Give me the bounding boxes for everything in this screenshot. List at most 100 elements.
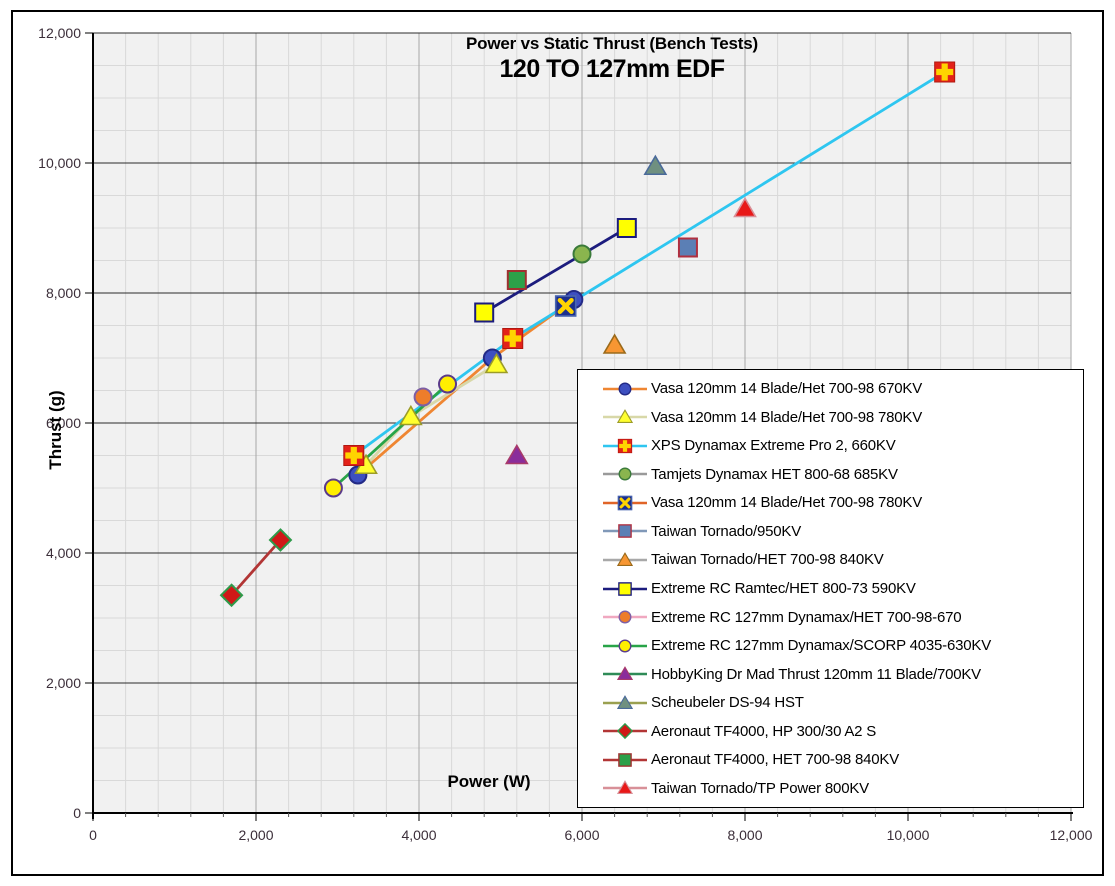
legend-item: Aeronaut TF4000, HET 700-98 840KV	[602, 747, 1083, 773]
series-marker	[572, 244, 592, 264]
legend-label: Aeronaut TF4000, HET 700-98 840KV	[651, 751, 900, 769]
y-tick-label: 4,000	[46, 545, 81, 561]
legend-label: Aeronaut TF4000, HP 300/30 A2 S	[651, 722, 877, 740]
legend-marker	[603, 666, 647, 681]
legend-item: Vasa 120mm 14 Blade/Het 700-98 780KV	[602, 404, 1083, 430]
legend-marker	[603, 753, 647, 767]
series-marker	[616, 552, 634, 566]
series-line	[482, 226, 629, 314]
legend-item: Taiwan Tornado/HET 700-98 840KV	[602, 547, 1083, 573]
x-tick-label: 4,000	[401, 827, 436, 843]
series-marker	[554, 295, 577, 317]
series-marker	[343, 445, 365, 466]
legend-item: Tamjets Dynamax HET 800-68 685KV	[602, 461, 1083, 487]
legend-label: Taiwan Tornado/950KV	[651, 522, 801, 540]
series-marker	[934, 61, 956, 83]
series-marker	[616, 409, 634, 424]
legend-marker	[603, 495, 647, 511]
legend-marker	[603, 723, 647, 740]
series-marker	[602, 333, 627, 354]
legend-marker	[603, 409, 647, 424]
series-marker	[618, 467, 632, 481]
legend-label: HobbyKing Dr Mad Thrust 120mm 11 Blade/7…	[651, 665, 981, 683]
legend-label: Taiwan Tornado/HET 700-98 840KV	[651, 551, 884, 569]
series-marker	[438, 374, 458, 394]
legend-label: Extreme RC Ramtec/HET 800-73 590KV	[651, 580, 916, 597]
legend-marker	[603, 610, 647, 624]
series-marker	[506, 270, 527, 290]
legend-label: Vasa 120mm 14 Blade/Het 700-98 780KV	[651, 408, 923, 426]
legend-item: Extreme RC 127mm Dynamax/SCORP 4035-630K…	[602, 633, 1083, 659]
series-marker	[618, 753, 632, 767]
y-tick-label: 0	[73, 805, 81, 821]
legend-item: Extreme RC Ramtec/HET 800-73 590KV	[602, 576, 1083, 602]
chart-title: Power vs Static Thrust (Bench Tests) 120…	[466, 34, 758, 84]
legend-item: Taiwan Tornado/950KV	[602, 518, 1083, 544]
series-marker	[398, 404, 423, 426]
chart-title-line1: Power vs Static Thrust (Bench Tests)	[466, 34, 758, 53]
legend-marker	[603, 694, 647, 709]
legend-item: Aeronaut TF4000, HP 300/30 A2 S	[602, 718, 1083, 744]
series-marker	[733, 196, 757, 218]
series-marker	[268, 528, 293, 552]
legend-marker	[603, 524, 647, 539]
y-tick-label: 12,000	[38, 25, 81, 41]
series-marker	[618, 524, 632, 539]
legend-label: Vasa 120mm 14 Blade/Het 700-98 670KV	[651, 380, 923, 398]
legend-marker	[603, 467, 647, 481]
y-tick-label: 2,000	[46, 675, 81, 691]
series-marker	[618, 610, 632, 624]
chart-title-line2: 120 TO 127mm EDF	[499, 55, 725, 83]
series-marker	[323, 478, 343, 498]
legend-label: XPS Dynamax Extreme Pro 2, 660KV	[651, 437, 896, 455]
x-tick-label: 0	[89, 827, 97, 843]
series-marker	[616, 694, 634, 709]
legend-label: Extreme RC 127mm Dynamax/SCORP 4035-630K…	[651, 637, 991, 655]
series-marker	[643, 154, 668, 176]
legend-label: Taiwan Tornado/TP Power 800KV	[651, 779, 869, 797]
x-tick-label: 12,000	[1050, 827, 1093, 843]
legend-marker	[603, 581, 647, 596]
series-marker	[413, 387, 433, 407]
y-tick-label: 10,000	[38, 155, 81, 171]
series-marker	[617, 438, 633, 453]
x-tick-label: 6,000	[564, 827, 599, 843]
y-tick-label: 8,000	[46, 285, 81, 301]
legend-item: Vasa 120mm 14 Blade/Het 700-98 670KV	[602, 376, 1083, 402]
legend-marker	[603, 382, 647, 396]
legend-label: Scheubeler DS-94 HST	[651, 694, 804, 712]
x-tick-label: 10,000	[887, 827, 930, 843]
x-tick-label: 2,000	[238, 827, 273, 843]
series-marker	[618, 581, 632, 596]
legend-label: Tamjets Dynamax HET 800-68 685KV	[651, 465, 898, 483]
y-tick-label: 6,000	[46, 415, 81, 431]
series-marker	[219, 583, 244, 608]
legend-marker	[603, 639, 647, 653]
series-marker	[504, 443, 529, 465]
series-marker	[616, 666, 634, 681]
x-axis-title: Power (W)	[447, 772, 531, 791]
series-marker	[618, 639, 632, 653]
legend-marker	[603, 552, 647, 566]
series-marker	[677, 237, 698, 258]
legend-item: Scheubeler DS-94 HST	[602, 690, 1083, 716]
series-line	[230, 538, 282, 597]
legend-item: Vasa 120mm 14 Blade/Het 700-98 780KV	[602, 490, 1083, 516]
series-marker	[618, 382, 632, 396]
legend-item: HobbyKing Dr Mad Thrust 120mm 11 Blade/7…	[602, 661, 1083, 687]
legend-marker	[603, 438, 647, 453]
legend-label: Vasa 120mm 14 Blade/Het 700-98 780KV	[651, 494, 923, 512]
legend-item: XPS Dynamax Extreme Pro 2, 660KV	[602, 433, 1083, 459]
series-marker	[474, 302, 495, 323]
y-axis-title: Thrust (g)	[46, 390, 65, 470]
series-marker	[616, 218, 637, 238]
legend-item: Extreme RC 127mm Dynamax/HET 700-98-670	[602, 604, 1083, 630]
x-tick-label: 8,000	[727, 827, 762, 843]
series-marker	[502, 328, 524, 349]
series-marker	[484, 352, 509, 374]
legend-marker	[603, 780, 647, 795]
series-marker	[616, 780, 634, 795]
legend-item: Taiwan Tornado/TP Power 800KV	[602, 775, 1083, 801]
legend-box: Vasa 120mm 14 Blade/Het 700-98 670KV Vasa…	[577, 369, 1084, 808]
